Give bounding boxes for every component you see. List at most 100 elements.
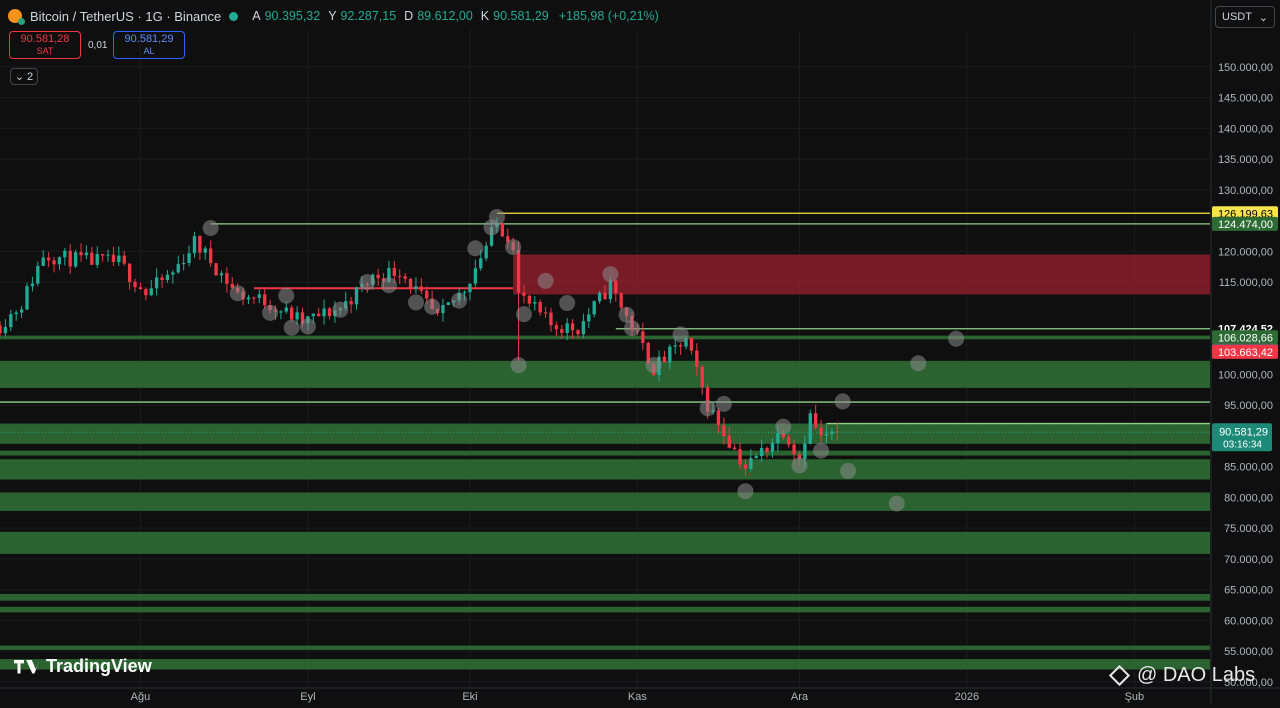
candle-up [587, 314, 591, 322]
candle-down [198, 236, 202, 253]
last-price-marker [1212, 423, 1272, 452]
price-marker-label: 124.474,00 [1218, 219, 1273, 231]
open-key: A [252, 9, 261, 23]
candle-down [549, 312, 553, 326]
highlight-circle [510, 357, 527, 374]
sell-label: SAT [36, 46, 54, 56]
tradingview-logo[interactable]: TradingView [14, 656, 152, 677]
support-zone [0, 531, 1210, 554]
highlight-circle [618, 306, 635, 323]
candle-down [214, 263, 218, 276]
currency-selector[interactable]: USDT ⌄ [1215, 6, 1275, 28]
candle-up [176, 264, 180, 273]
candle-down [300, 312, 305, 324]
candle-up [25, 286, 29, 310]
highlight-circle [424, 298, 441, 315]
highlight-circle [672, 326, 689, 343]
candle-up [462, 292, 467, 294]
support-zone [0, 492, 1210, 511]
buy-label: AL [143, 46, 155, 56]
highlight-circle [332, 301, 349, 318]
candle-up [608, 280, 613, 300]
candle-up [171, 272, 175, 275]
candle-up [41, 257, 45, 266]
candle-up [668, 346, 672, 363]
support-zone [0, 459, 1210, 480]
candle-up [246, 297, 251, 300]
candle-down [160, 277, 164, 280]
currency-label: USDT [1222, 11, 1252, 23]
low-key: D [404, 9, 414, 23]
sell-button[interactable]: 90.581,28 SAT [9, 31, 81, 59]
candle-down [792, 444, 796, 455]
candle-up [149, 288, 153, 296]
highlight-circles [202, 208, 965, 512]
support-zone [0, 360, 1210, 388]
candle-up [219, 273, 224, 276]
highlight-circle [278, 287, 295, 304]
candle-down [122, 255, 126, 264]
close-key: K [480, 9, 490, 23]
time-tick-label: Ağu [131, 691, 151, 703]
support-zone [0, 606, 1210, 613]
candle-up [414, 286, 418, 289]
candle-down [376, 274, 380, 279]
high-value: 92.287,15 [340, 9, 397, 23]
candle-down [700, 366, 704, 388]
indicators-toggle-button[interactable]: ⌄ 2 [10, 68, 38, 85]
buy-button[interactable]: 90.581,29 AL [113, 31, 185, 59]
candle-down [144, 289, 148, 296]
candle-down [46, 257, 51, 261]
candle-down [419, 286, 424, 291]
candle-down [786, 437, 791, 445]
candle-up [759, 447, 764, 457]
candle-up [533, 302, 537, 304]
highlight-circle [602, 266, 619, 283]
price-tick-label: 55.000,00 [1224, 646, 1273, 658]
price-tick-label: 140.000,00 [1218, 123, 1273, 135]
candle-down [100, 253, 105, 256]
candle-down [576, 330, 580, 335]
candle-down [603, 292, 607, 300]
price-tick-label: 145.000,00 [1218, 93, 1273, 105]
price-marker-label: 103.663,42 [1218, 347, 1273, 359]
price-marker [1212, 206, 1278, 221]
candle-down [127, 263, 132, 282]
price-tick-label: 65.000,00 [1224, 585, 1273, 597]
candle-down [705, 387, 710, 413]
time-tick-label: Eki [462, 691, 477, 703]
candle-up [154, 277, 159, 289]
candle-up [581, 321, 586, 335]
price-tick-label: 100.000,00 [1218, 369, 1273, 381]
candle-down [538, 302, 542, 313]
candle-down [732, 447, 737, 450]
candle-down [662, 356, 667, 363]
candle-down [727, 436, 731, 448]
candle-up [57, 257, 62, 265]
candle-up [14, 312, 18, 315]
candle-up [63, 250, 67, 258]
price-tick-label: 60.000,00 [1224, 615, 1273, 627]
price-marker [1212, 216, 1278, 231]
candle-down [349, 301, 353, 305]
highlight-circle [262, 304, 279, 321]
price-tick-label: 150.000,00 [1218, 62, 1273, 74]
candle-down [392, 267, 397, 276]
symbol-title[interactable]: Bitcoin / TetherUS · 1G · Binance [30, 8, 222, 24]
highlight-circle [467, 240, 484, 257]
candle-up [9, 314, 13, 328]
candle-up [279, 311, 283, 313]
candle-up [322, 308, 326, 317]
candle-up [565, 323, 569, 333]
highlight-circle [488, 208, 505, 225]
price-tick-label: 115.000,00 [1219, 277, 1273, 289]
candle-up [489, 227, 494, 246]
candle-up [203, 248, 207, 253]
candle-down [225, 273, 229, 284]
candle-down [506, 236, 510, 243]
candle-down [398, 275, 402, 277]
candle-down [716, 410, 721, 426]
candle-up [749, 458, 753, 470]
